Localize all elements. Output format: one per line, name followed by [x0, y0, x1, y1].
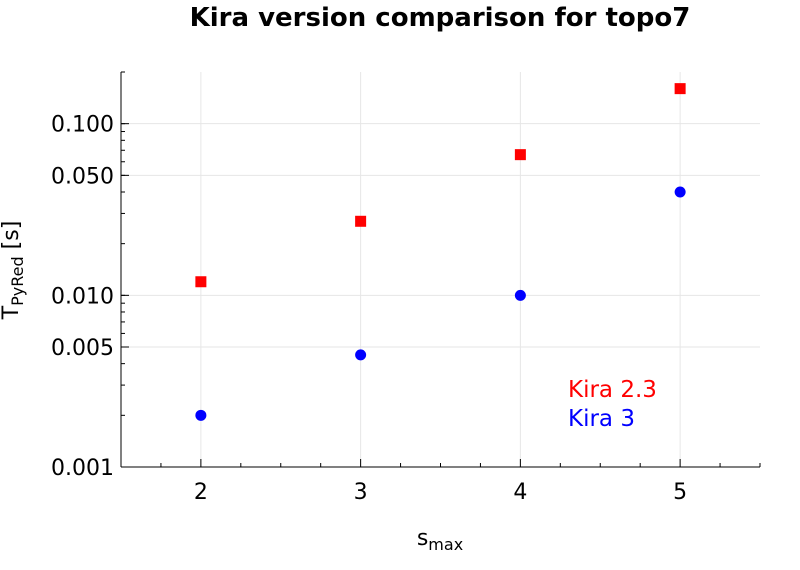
data-point-circle	[355, 349, 367, 361]
y-tick-label: 0.010	[51, 284, 114, 309]
y-axis-label-main: T	[0, 305, 24, 320]
y-axis-label-sub: PyRed	[8, 256, 27, 306]
y-axis-label: TPyRed [s]	[0, 221, 27, 321]
legend-entry-kira-2-3: Kira 2.3	[568, 377, 657, 403]
chart-title: Kira version comparison for topo7	[190, 3, 691, 33]
x-tick-label: 5	[673, 480, 687, 505]
x-axis-label-main: s	[417, 526, 428, 551]
legend: Kira 2.3 Kira 3	[568, 377, 657, 432]
data-point-square	[674, 83, 686, 95]
x-tick-label: 3	[354, 480, 368, 505]
tick-label-layer: 2 3 4 5 0.001 0.005 0.010 0.050 0.100	[51, 113, 687, 505]
y-tick-label: 0.100	[51, 113, 114, 138]
y-tick-label: 0.050	[51, 164, 114, 189]
y-tick-label: 0.005	[51, 336, 114, 361]
data-point-circle	[195, 409, 207, 421]
data-marks-layer	[195, 83, 686, 421]
y-tick-label: 0.001	[51, 456, 114, 481]
x-axis-label: smax	[417, 526, 463, 554]
x-axis-label-sub: max	[428, 535, 463, 554]
grid-layer	[121, 72, 760, 468]
data-point-circle	[674, 186, 686, 198]
data-point-circle	[514, 289, 526, 301]
data-point-square	[355, 215, 367, 227]
data-point-square	[514, 149, 526, 161]
data-point-square	[195, 276, 207, 288]
axis-layer	[120, 71, 761, 468]
legend-entry-kira-3: Kira 3	[568, 406, 635, 432]
y-axis-label-suffix: [s]	[0, 221, 24, 257]
x-tick-label: 4	[513, 480, 527, 505]
x-tick-label: 2	[194, 480, 208, 505]
